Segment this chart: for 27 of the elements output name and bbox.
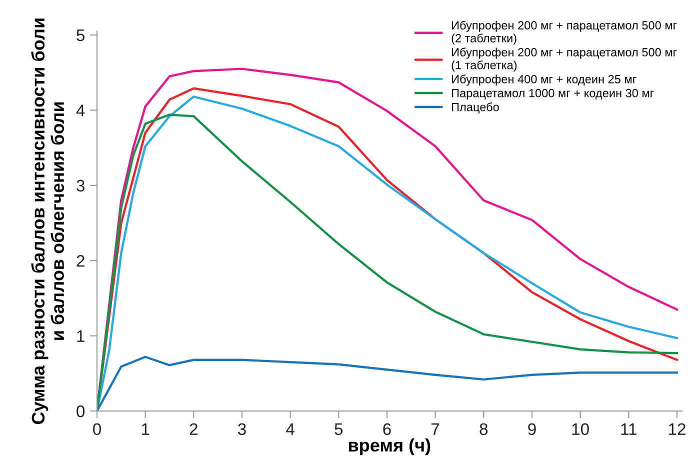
x-tick-label: 11 — [621, 423, 636, 435]
x-tick-label: 10 — [572, 423, 589, 436]
legend-label: Ибупрофен 200 мг + парацетамол 500 мг (2 таблетки) — [452, 20, 677, 45]
y-tick-label: 5 — [76, 30, 85, 42]
x-tick-label: 5 — [334, 423, 343, 436]
legend-label: Плацебо — [452, 102, 499, 114]
y-tick-label: 1 — [77, 330, 84, 342]
line-series — [97, 356, 678, 412]
x-tick-label: 7 — [432, 423, 440, 435]
x-tick-label: 1 — [142, 423, 150, 435]
legend-label: Ибупрофен 200 мг + парацетамол 500 мг (1 таблетка) — [452, 48, 677, 72]
legend-label: Парацетамол 1000 мг + кодеин 30 мг — [452, 88, 654, 100]
x-tick-label: 0 — [93, 423, 101, 436]
x-tick-label: 9 — [528, 423, 536, 436]
x-tick-label: 12 — [668, 423, 686, 435]
y-axis-title: Сумма разности баллов интенсивности боли и баллов облегчения боли — [31, 18, 64, 424]
x-axis-title: время (ч) — [349, 438, 430, 456]
x-tick-label: 8 — [480, 423, 488, 436]
legend-label: Ибупрофен 400 мг + кодеин 25 мг — [452, 74, 636, 86]
y-tick-label: 2 — [76, 255, 84, 267]
x-tick-label: 4 — [286, 423, 294, 435]
x-tick-label: 6 — [383, 423, 391, 436]
y-tick-label: 3 — [76, 180, 84, 192]
x-tick-label: 3 — [238, 423, 246, 436]
y-tick-label: 0 — [76, 405, 85, 418]
y-tick-label: 4 — [76, 104, 85, 116]
x-tick-label: 2 — [190, 423, 198, 435]
